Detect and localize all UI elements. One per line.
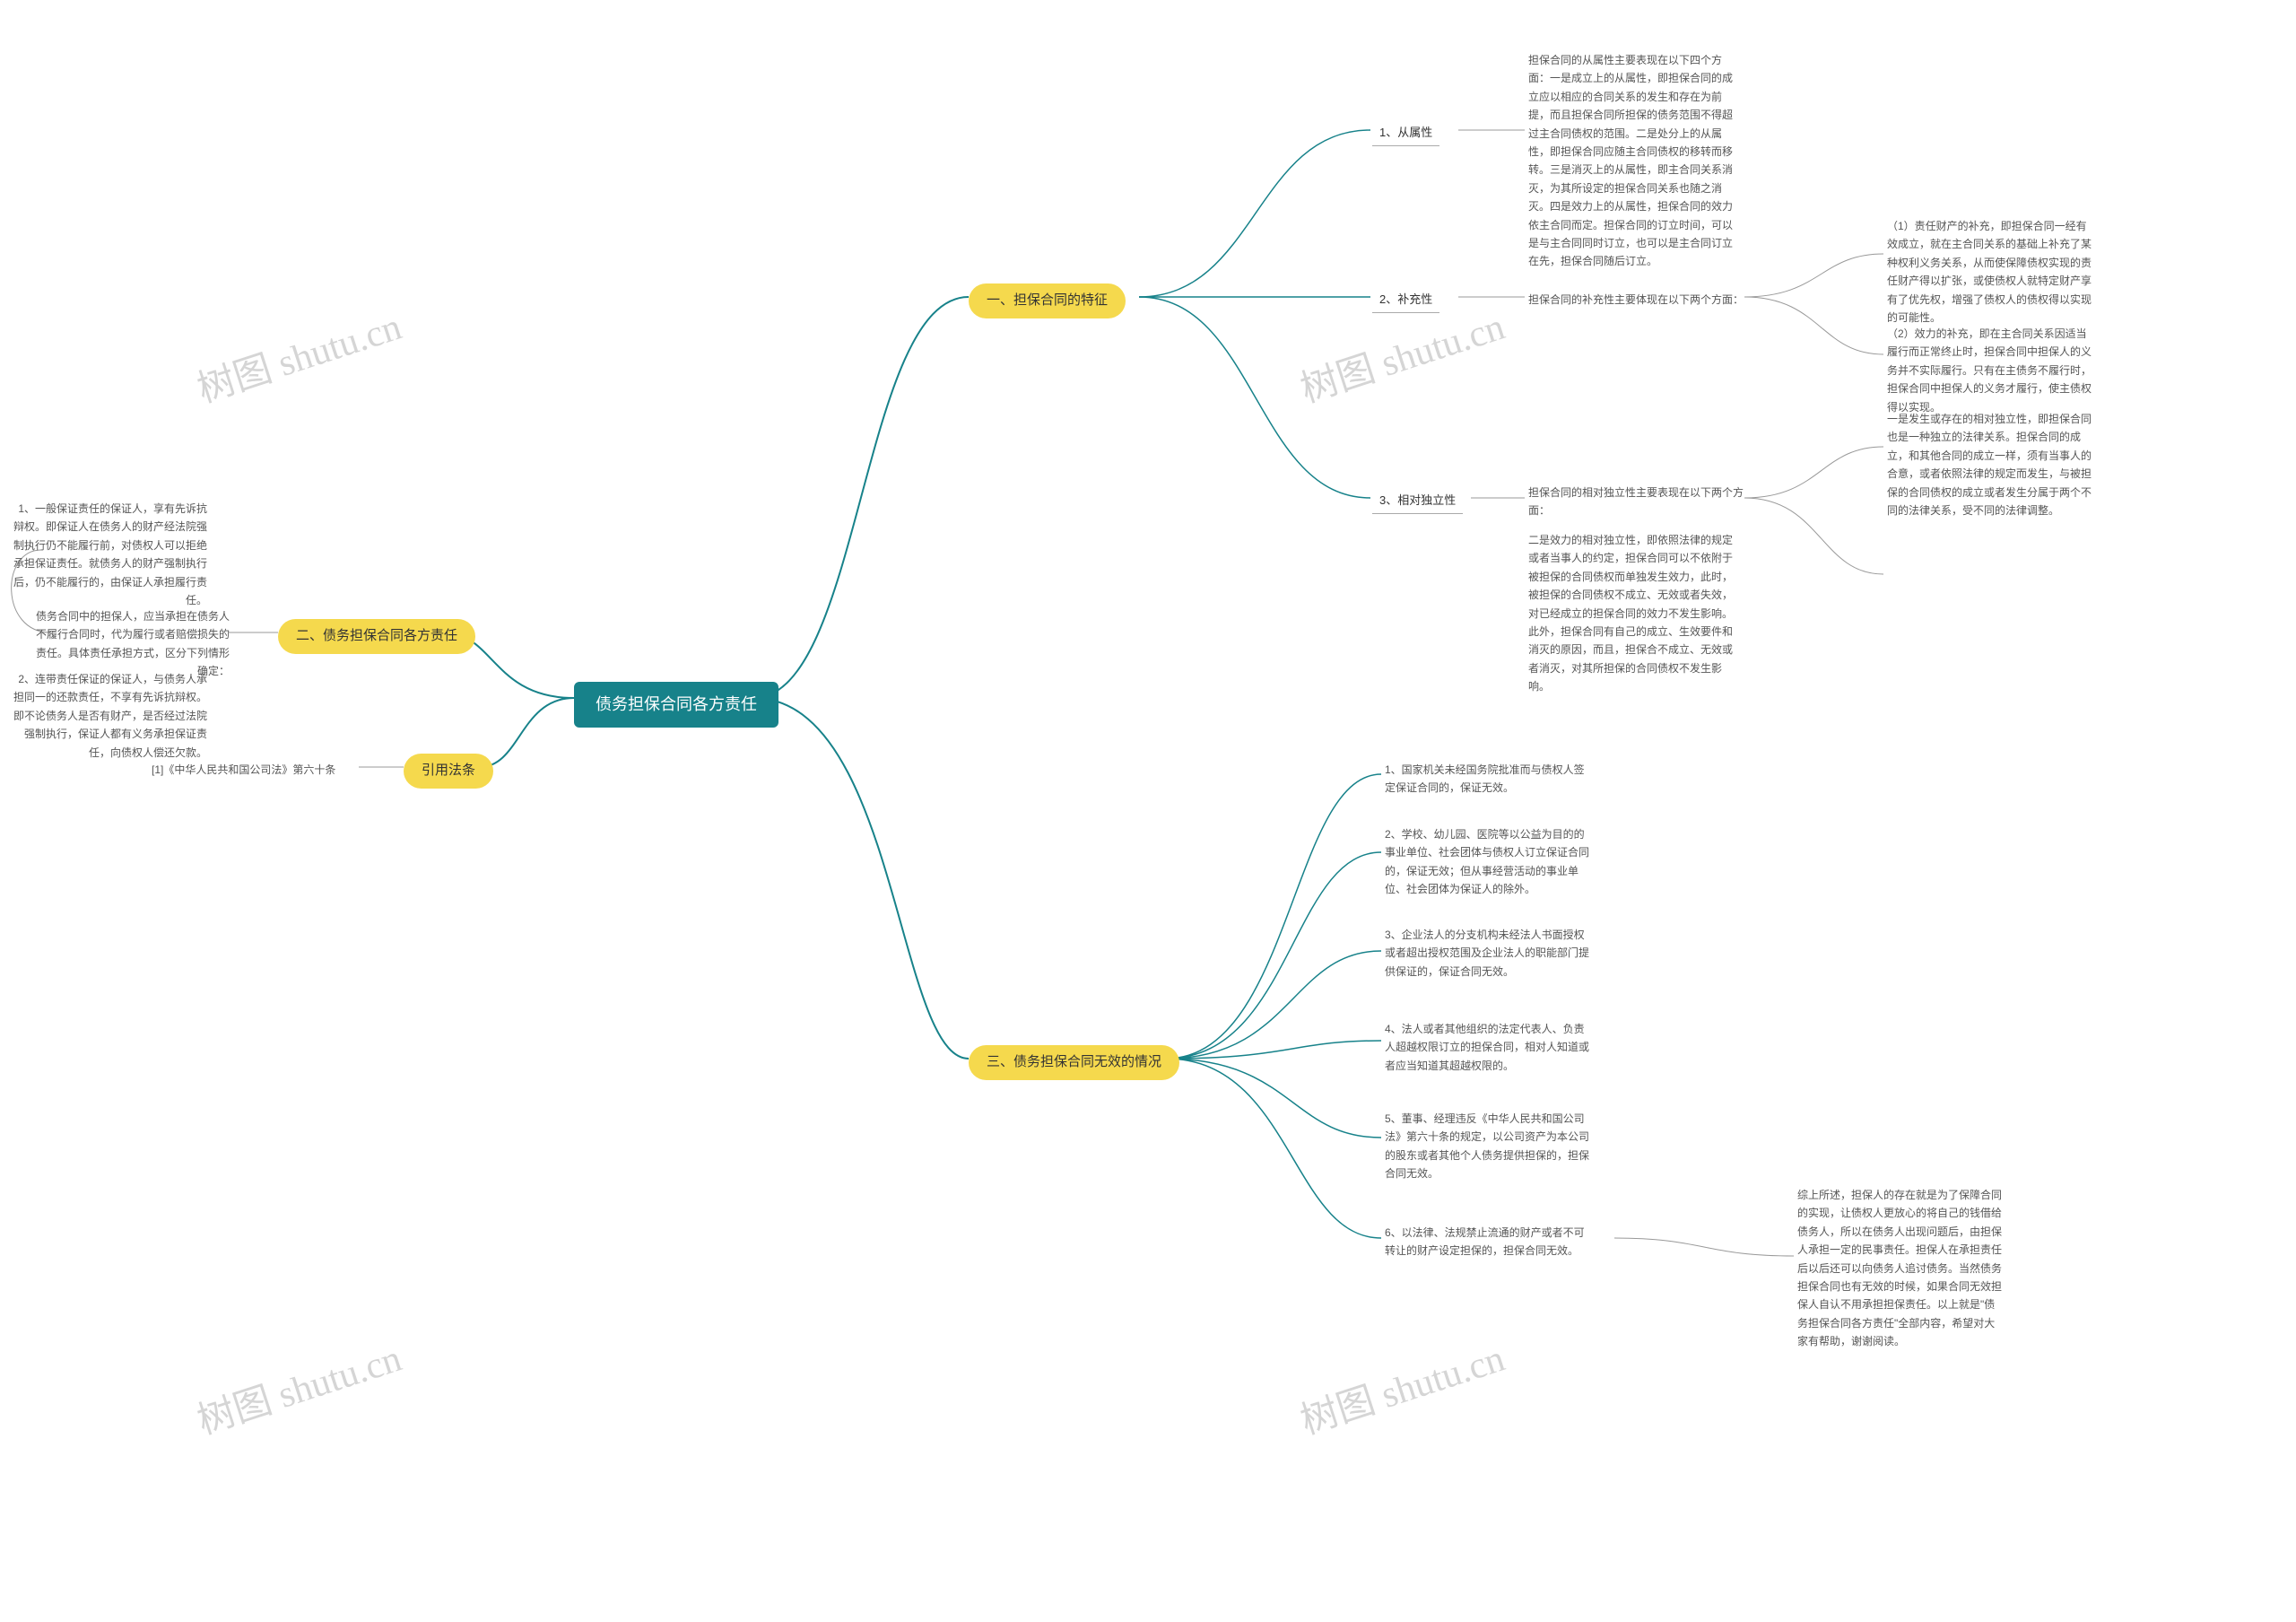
leaf-invalid-5: 5、董事、经理违反《中华人民共和国公司法》第六十条的规定，以公司资产为本公司的股… xyxy=(1381,1108,1596,1185)
leaf-dependency-desc: 担保合同的从属性主要表现在以下四个方面：一是成立上的从属性，即担保合同的成立应以… xyxy=(1525,49,1740,273)
branch-invalid-cases: 三、债务担保合同无效的情况 xyxy=(969,1045,1179,1080)
leaf-independence-desc: 担保合同的相对独立性主要表现在以下两个方面： xyxy=(1525,482,1749,522)
sub-independence: 3、相对独立性 xyxy=(1372,488,1463,514)
watermark: 树图 shutu.cn xyxy=(1292,1328,1510,1445)
leaf-supplementary-b: （2）效力的补充，即在主合同关系因适当履行而正常终止时，担保合同中担保人的义务并… xyxy=(1883,323,2099,418)
leaf-supplementary-desc: 担保合同的补充性主要体现在以下两个方面： xyxy=(1525,289,1747,310)
sub-supplementary: 2、补充性 xyxy=(1372,287,1439,313)
leaf-invalid-6: 6、以法律、法规禁止流通的财产或者不可转让的财产设定担保的，担保合同无效。 xyxy=(1381,1222,1596,1262)
leaf-independence-b: 二是效力的相对独立性，即依照法律的规定或者当事人的约定，担保合同可以不依附于被担… xyxy=(1525,529,1740,698)
leaf-legal-ref: [1]《中华人民共和国公司法》第六十条 xyxy=(148,759,339,780)
sub-dependency: 1、从属性 xyxy=(1372,120,1439,146)
leaf-invalid-3: 3、企业法人的分支机构未经法人书面授权或者超出授权范围及企业法人的职能部门提供保… xyxy=(1381,924,1596,982)
leaf-invalid-6-ext: 综上所述，担保人的存在就是为了保障合同的实现，让债权人更放心的将自己的钱借给债务… xyxy=(1794,1184,2009,1353)
branch-characteristics: 一、担保合同的特征 xyxy=(969,283,1126,318)
branch-responsibilities: 二、债务担保合同各方责任 xyxy=(278,619,475,654)
leaf-independence-a: 一是发生或存在的相对独立性，即担保合同也是一种独立的法律关系。担保合同的成立，和… xyxy=(1883,408,2099,521)
branch-legal-reference: 引用法条 xyxy=(404,754,493,789)
leaf-resp-b: 2、连带责任保证的保证人，与债务人承担同一的还款责任，不享有先诉抗辩权。即不论债… xyxy=(4,668,211,763)
leaf-resp-a: 1、一般保证责任的保证人，享有先诉抗辩权。即保证人在债务人的财产经法院强制执行仍… xyxy=(4,498,211,611)
leaf-supplementary-a: （1）责任财产的补充，即担保合同一经有效成立，就在主合同关系的基础上补充了某种权… xyxy=(1883,215,2099,328)
root-node: 债务担保合同各方责任 xyxy=(574,682,778,728)
leaf-invalid-1: 1、国家机关未经国务院批准而与债权人签定保证合同的，保证无效。 xyxy=(1381,759,1596,799)
leaf-invalid-4: 4、法人或者其他组织的法定代表人、负责人超越权限订立的担保合同，相对人知道或者应… xyxy=(1381,1018,1596,1077)
watermark: 树图 shutu.cn xyxy=(189,296,407,414)
watermark: 树图 shutu.cn xyxy=(1292,296,1510,414)
leaf-invalid-2: 2、学校、幼儿园、医院等以公益为目的的事业单位、社会团体与债权人订立保证合同的，… xyxy=(1381,824,1596,901)
watermark: 树图 shutu.cn xyxy=(189,1328,407,1445)
